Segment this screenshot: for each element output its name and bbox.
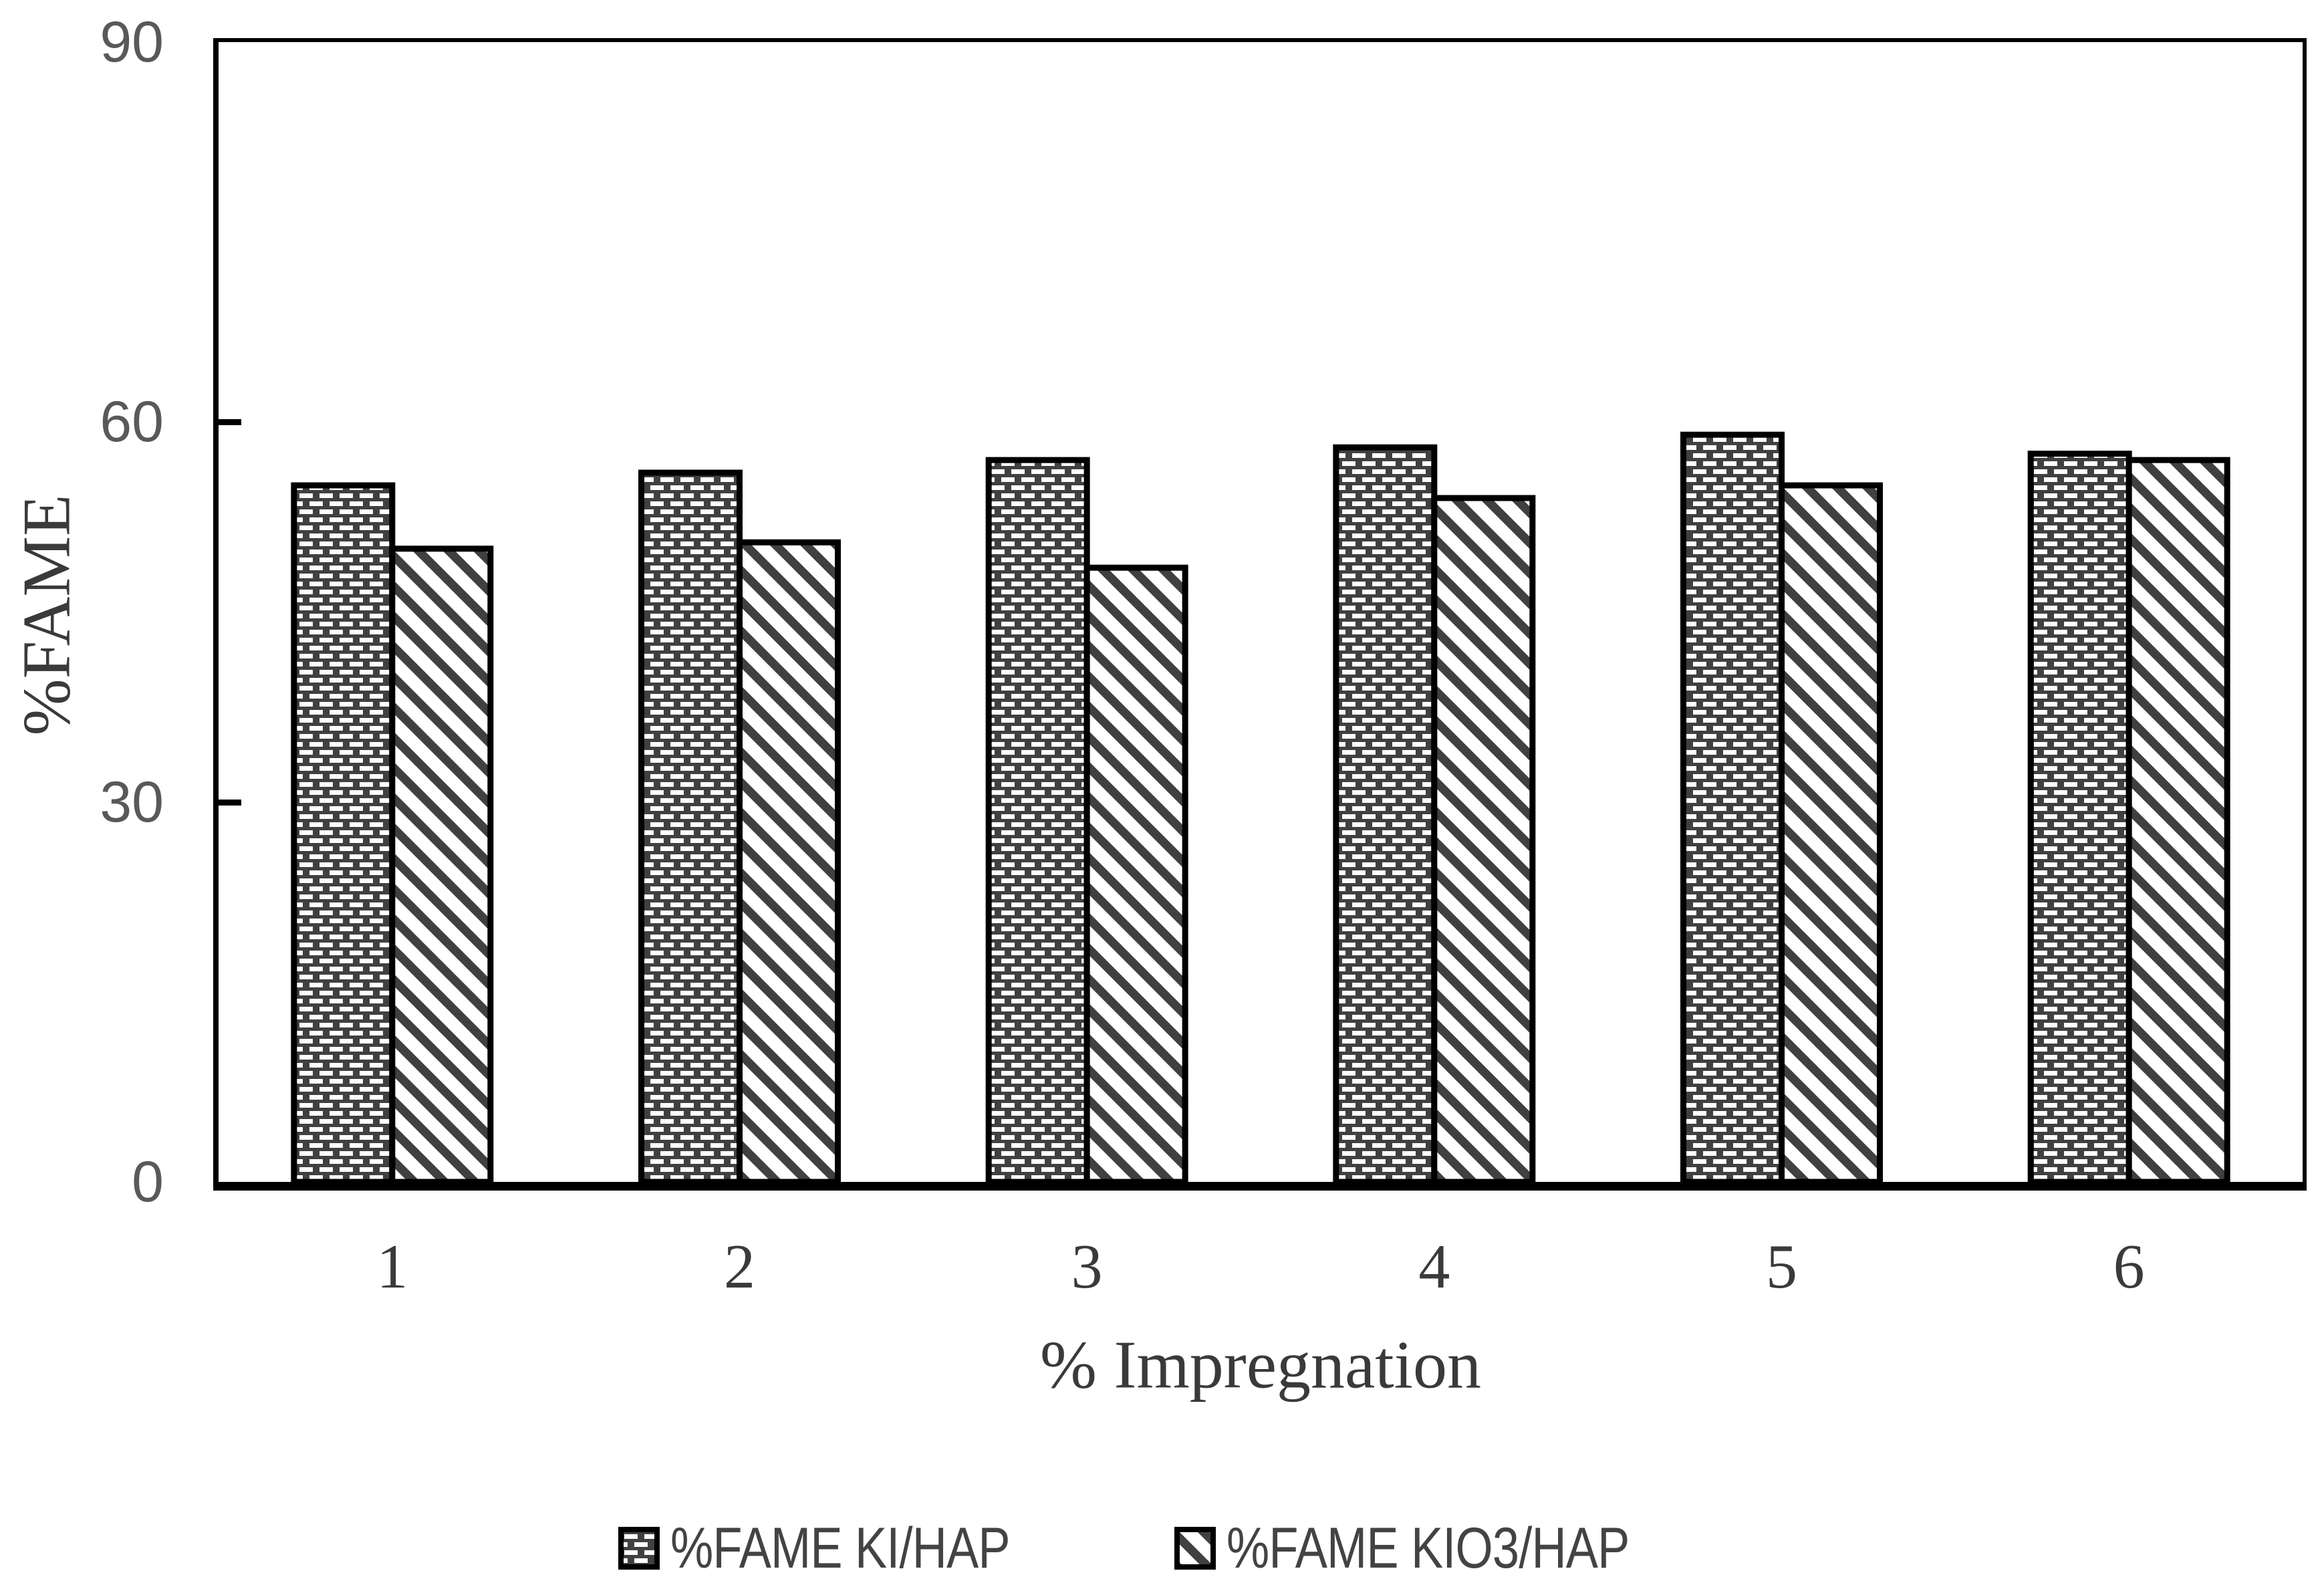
bar-series2-cat3 — [1083, 564, 1188, 1182]
bar-series2-cat6 — [2125, 457, 2230, 1182]
y-tick-label-30: 30 — [100, 769, 164, 834]
legend-swatch-diagonal-stripes-icon — [1174, 1527, 1216, 1570]
x-tick-label-6: 6 — [2113, 1232, 2145, 1302]
bar-series1-cat3 — [985, 457, 1090, 1182]
bar-series2-cat1 — [389, 545, 494, 1182]
legend-label-1: %FAME KI/HAP — [670, 1515, 1011, 1580]
bar-series2-cat5 — [1779, 482, 1883, 1182]
y-tick-mark-60 — [219, 419, 241, 426]
x-tick-label-2: 2 — [724, 1232, 755, 1302]
chart-legend: %FAME KI/HAP %FAME KIO3/HAP — [0, 1516, 2324, 1580]
x-tick-label-4: 4 — [1418, 1232, 1450, 1302]
bar-series1-cat5 — [1680, 431, 1785, 1182]
bar-series1-cat1 — [291, 482, 396, 1182]
x-tick-label-3: 3 — [1071, 1232, 1103, 1302]
bars-layer — [291, 431, 2230, 1182]
bar-series1-cat2 — [638, 469, 743, 1182]
x-tick-label-5: 5 — [1766, 1232, 1797, 1302]
bar-series1-cat4 — [1333, 444, 1438, 1182]
legend-item-1: %FAME KI/HAP — [618, 1515, 1075, 1582]
bar-series2-cat2 — [737, 539, 841, 1182]
plot-area — [213, 38, 2307, 1191]
legend-label-2: %FAME KIO3/HAP — [1226, 1515, 1630, 1580]
x-tick-label-1: 1 — [376, 1232, 408, 1302]
legend-swatch-dots-icon — [618, 1527, 660, 1570]
y-axis-title: %FAME — [9, 494, 85, 736]
legend-item-2: %FAME KIO3/HAP — [1174, 1515, 1706, 1582]
bar-series1-cat6 — [2027, 451, 2132, 1182]
bar-series2-cat4 — [1431, 495, 1536, 1182]
y-tick-label-0: 0 — [132, 1150, 164, 1214]
y-tick-label-60: 60 — [100, 390, 164, 455]
y-tick-mark-30 — [219, 799, 241, 806]
x-axis-title: % Impregnation — [1040, 1327, 1481, 1403]
y-tick-label-90: 90 — [100, 10, 164, 74]
